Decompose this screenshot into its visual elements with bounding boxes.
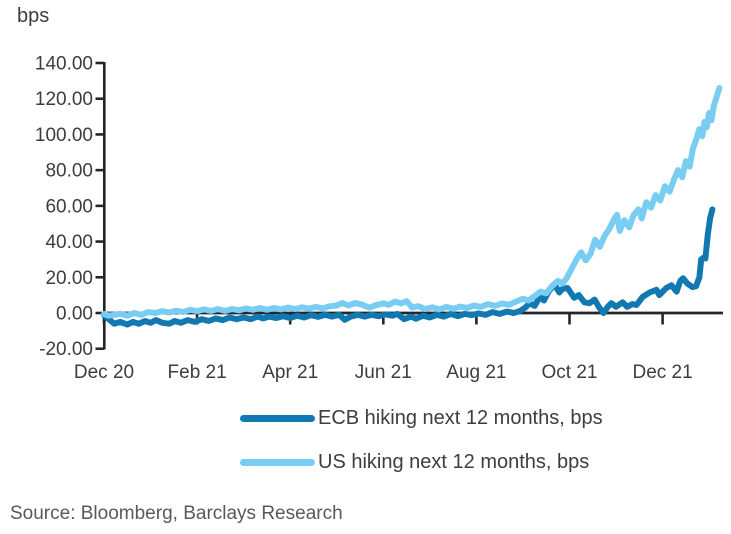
x-tick-label: Oct 21 bbox=[542, 362, 598, 383]
y-tick-label: -20.00 bbox=[39, 339, 93, 360]
y-axis-unit-label: bps bbox=[17, 5, 50, 27]
y-tick-label: 0.00 bbox=[56, 304, 93, 325]
x-tick-label: Aug 21 bbox=[446, 362, 506, 383]
legend-swatch-ecb bbox=[240, 414, 315, 422]
legend-label-ecb: ECB hiking next 12 months, bps bbox=[318, 406, 603, 429]
y-tick-label: 60.00 bbox=[45, 196, 93, 217]
series-line-us bbox=[101, 85, 723, 319]
x-tick-label: Dec 21 bbox=[632, 362, 692, 383]
legend-swatch-us bbox=[240, 458, 315, 466]
y-tick-label: 120.00 bbox=[35, 89, 93, 110]
legend-label-us: US hiking next 12 months, bps bbox=[318, 450, 590, 473]
y-tick-label: 20.00 bbox=[45, 268, 93, 289]
series-line-ecb bbox=[101, 206, 716, 328]
x-tick-label: Feb 21 bbox=[168, 362, 227, 383]
legend-item-us: US hiking next 12 months, bps bbox=[240, 448, 603, 476]
y-tick-label: 140.00 bbox=[35, 54, 93, 75]
y-tick-label: 80.00 bbox=[45, 161, 93, 182]
source-text: Source: Bloomberg, Barclays Research bbox=[10, 503, 343, 524]
x-tick-label: Apr 21 bbox=[262, 362, 318, 383]
chart-legend: ECB hiking next 12 months, bps US hiking… bbox=[240, 404, 603, 476]
legend-item-ecb: ECB hiking next 12 months, bps bbox=[240, 404, 603, 432]
y-tick-label: 100.00 bbox=[35, 125, 93, 146]
y-tick-label: 40.00 bbox=[45, 232, 93, 253]
chart-canvas: 140.00 120.00 100.00 80.00 60.00 40.00 20.00 0.… bbox=[35, 54, 723, 383]
x-tick-label: Jun 21 bbox=[355, 362, 412, 383]
x-tick-label: Dec 20 bbox=[74, 362, 134, 383]
